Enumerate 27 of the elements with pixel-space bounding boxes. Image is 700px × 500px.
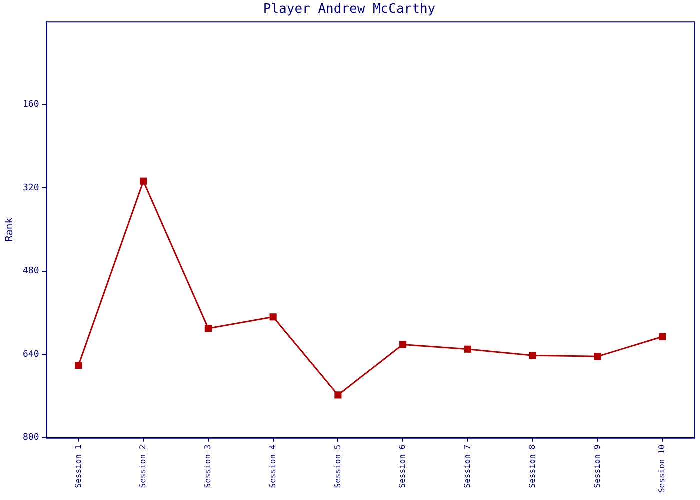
point xyxy=(75,362,82,370)
y-tick-label: 640 xyxy=(22,350,40,360)
x-tick-label: Session 10 xyxy=(658,444,667,494)
x-tick-label: Session 7 xyxy=(463,444,472,488)
x-tick-label: Session 5 xyxy=(333,444,342,488)
point xyxy=(659,333,666,340)
point xyxy=(464,346,472,353)
point xyxy=(270,314,277,321)
point xyxy=(594,353,602,360)
x-tick-label: Session 9 xyxy=(592,444,602,488)
point xyxy=(529,352,536,360)
y-tick-label: 800 xyxy=(22,433,40,444)
x-tick-label: Session 2 xyxy=(138,444,148,488)
y-tick-label: 160 xyxy=(22,100,40,110)
chart-title: Player Andrew McCarthy xyxy=(263,2,436,18)
x-tick-label: Session 8 xyxy=(528,444,537,488)
x-tick-label: Session 3 xyxy=(204,444,213,488)
x-tick-label: Session 1 xyxy=(74,444,83,488)
y-tick-label: 320 xyxy=(22,183,40,194)
x-tick-label: Session 6 xyxy=(398,444,408,488)
y-tick-label: 480 xyxy=(22,266,40,277)
point xyxy=(140,178,148,185)
y-axis-title: Rank xyxy=(4,218,16,242)
point xyxy=(334,392,342,399)
point xyxy=(204,325,212,332)
x-tick-label: Session 4 xyxy=(268,444,278,488)
point xyxy=(400,341,407,348)
